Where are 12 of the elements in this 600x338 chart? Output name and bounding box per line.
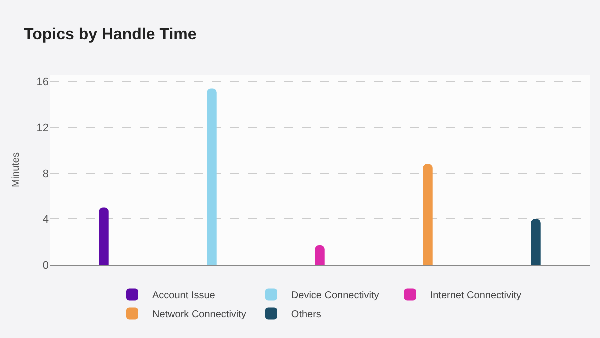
chart-title: Topics by Handle Time <box>24 26 197 44</box>
legend-label: Network Connectivity <box>152 310 246 321</box>
y-tick-label: 0 <box>42 260 49 272</box>
y-tick-label: 8 <box>42 168 49 180</box>
legend-label: Account Issue <box>152 290 216 302</box>
y-tick-label: 12 <box>36 122 49 134</box>
legend-label: Device Connectivity <box>291 290 380 302</box>
y-axis-title: Minutes <box>10 152 22 188</box>
legend-label: Internet Connectivity <box>430 290 522 302</box>
y-tick-label: 4 <box>42 214 49 226</box>
y-tick-label: 16 <box>36 76 49 89</box>
legend-label: Others <box>291 310 322 321</box>
